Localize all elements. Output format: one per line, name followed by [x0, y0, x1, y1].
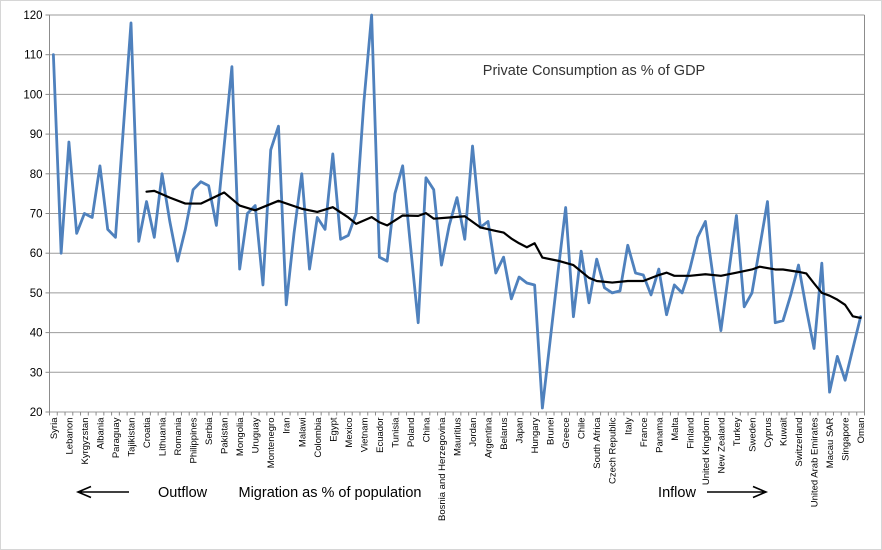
country-label: Bosnia and Herzegovina [437, 417, 448, 521]
country-label: Mauritius [453, 417, 464, 456]
country-label: Greece [561, 418, 572, 449]
country-label: Philippines [189, 417, 200, 463]
country-label: Jordan [468, 418, 479, 447]
country-label: Montenegro [266, 418, 277, 469]
country-label: Malta [670, 417, 681, 441]
country-label: Sweden [747, 418, 758, 452]
country-label: Pakistan [220, 418, 231, 454]
outflow-label: Outflow [158, 485, 208, 501]
country-label: Brunei [546, 418, 557, 445]
country-label: France [639, 418, 650, 448]
country-label: Tunisia [390, 417, 401, 448]
country-label: United Kingdom [701, 417, 712, 485]
country-label: Lithuania [158, 417, 169, 456]
country-label: Panama [654, 417, 665, 453]
country-label: Finland [685, 418, 696, 449]
y-axis-tick-label: 100 [23, 89, 42, 101]
country-label: Poland [406, 418, 417, 448]
country-label: Kuwait [779, 417, 790, 446]
country-label: Chile [577, 418, 588, 440]
country-label: Colombia [313, 417, 324, 458]
y-axis-tick-label: 120 [23, 10, 42, 22]
y-axis-tick-label: 80 [30, 169, 43, 181]
country-label: Hungary [530, 417, 541, 453]
chart-title: Private Consumption as % of GDP [483, 63, 705, 79]
country-label: Malawi [297, 418, 308, 448]
y-axis-tick-label: 90 [30, 129, 43, 141]
country-label: South Africa [592, 417, 603, 469]
country-label: Macau SAR [825, 417, 836, 468]
country-label: Turkey [732, 417, 743, 446]
y-axis-tick-label: 30 [30, 367, 43, 379]
country-label: Ecuador [375, 418, 386, 453]
outflow-arrow-icon [75, 485, 129, 499]
country-label: Iran [282, 418, 293, 434]
country-label: Japan [515, 418, 526, 444]
y-axis-tick-label: 40 [30, 328, 43, 340]
country-label: Switzerland [794, 418, 805, 467]
country-label: Tajikistan [127, 418, 138, 457]
country-label: Uruguay [251, 417, 262, 453]
y-axis-tick-label: 60 [30, 248, 43, 260]
migration-axis-label: Migration as % of population [239, 485, 422, 501]
country-label: Vietnam [359, 417, 370, 452]
country-label: Croatia [142, 417, 153, 448]
trend-line [145, 189, 862, 320]
inflow-arrow-icon [707, 485, 769, 499]
inflow-label: Inflow [658, 485, 696, 501]
country-label: Cyprus [763, 417, 774, 447]
country-label: Czech Republic [608, 417, 619, 484]
country-label: Albania [95, 417, 106, 449]
country-label: Lebanon [64, 418, 75, 455]
country-label: China [421, 417, 432, 443]
country-label: Paraguay [111, 417, 122, 458]
y-axis-tick-label: 70 [30, 209, 43, 221]
country-label: Syria [49, 417, 60, 439]
country-label: Kyrgyzstan [80, 418, 91, 465]
country-label: Belarus [499, 417, 510, 449]
country-label: New Zealand [716, 418, 727, 474]
country-label: Serbia [204, 417, 215, 445]
country-label: Mexico [344, 418, 355, 448]
y-axis-tick-label: 20 [30, 407, 43, 419]
country-label: Oman [856, 418, 867, 444]
y-axis-tick-label: 50 [30, 288, 43, 300]
country-label: Egypt [328, 417, 339, 442]
country-label: Singapore [841, 418, 852, 461]
y-axis-tick-label: 110 [24, 50, 42, 62]
country-label: United Arab Emirates [810, 417, 821, 507]
country-label: Argentina [484, 417, 495, 458]
country-label: Italy [623, 417, 634, 435]
country-label: Romania [173, 417, 184, 456]
country-label: Mongolia [235, 417, 246, 456]
consumption-series-line [51, 13, 863, 410]
